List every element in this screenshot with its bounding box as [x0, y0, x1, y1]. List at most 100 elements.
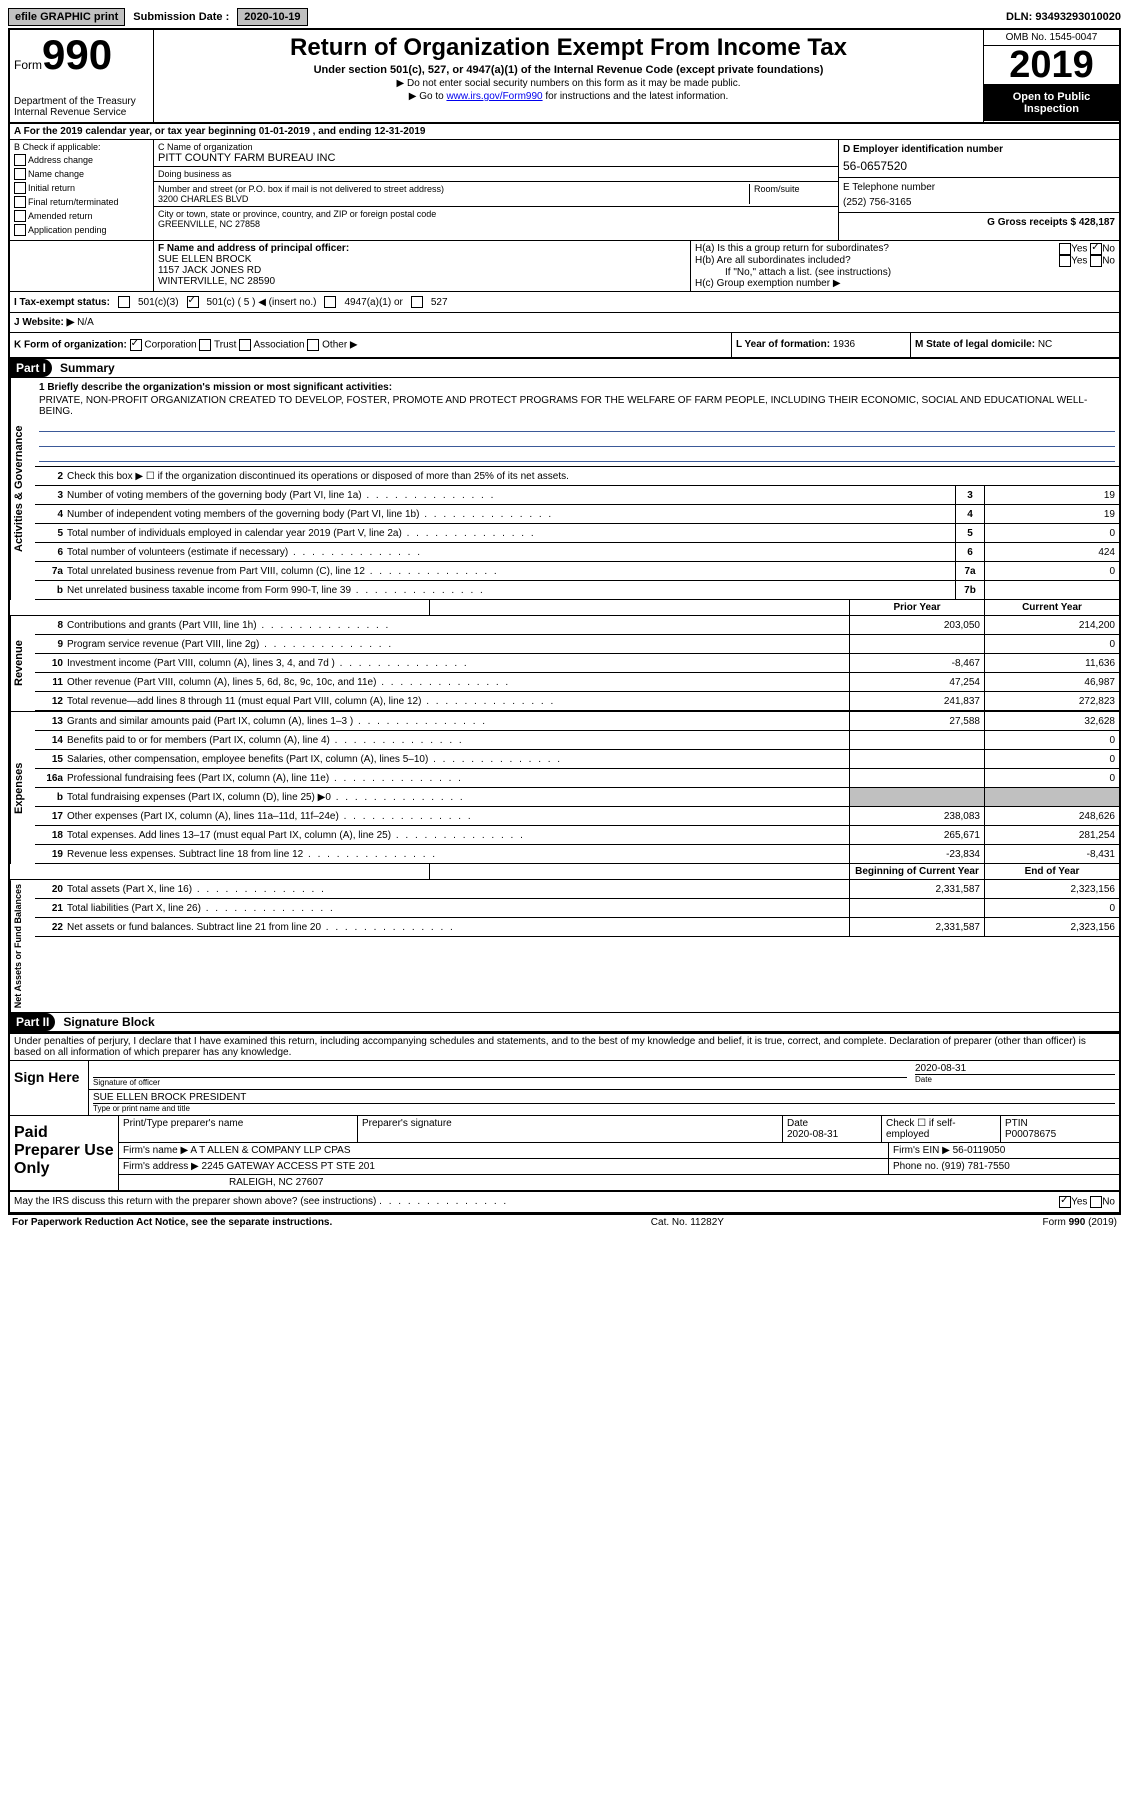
year-formed-label: L Year of formation:	[736, 339, 830, 350]
sub-label: Submission Date :	[129, 9, 233, 25]
end-year-header: End of Year	[984, 864, 1119, 879]
chk-501c[interactable]: 501(c) ( 5 ) ◀ (insert no.)	[207, 297, 317, 308]
chk-other[interactable]: Other ▶	[322, 340, 357, 351]
part2-badge: Part II	[10, 1013, 55, 1031]
instruction-2: ▶ Go to www.irs.gov/Form990 for instruct…	[158, 91, 979, 102]
mission-text: PRIVATE, NON-PROFIT ORGANIZATION CREATED…	[39, 395, 1115, 417]
right-col: D Employer identification number 56-0657…	[838, 140, 1119, 240]
form-org-row: K Form of organization: Corporation Trus…	[10, 333, 1119, 359]
discuss-text: May the IRS discuss this return with the…	[14, 1196, 376, 1207]
line2: 2 Check this box ▶ ☐ if the organization…	[35, 467, 1119, 486]
vlabel-netassets: Net Assets or Fund Balances	[10, 880, 35, 1012]
dept-treasury: Department of the Treasury	[14, 96, 149, 107]
domicile: NC	[1038, 339, 1052, 350]
line1-label: 1 Briefly describe the organization's mi…	[39, 382, 1115, 393]
sub-date: 2020-10-19	[237, 8, 307, 26]
prior-year-header: Prior Year	[849, 600, 984, 615]
officer-name: SUE ELLEN BROCK	[158, 254, 686, 265]
room-label: Room/suite	[749, 184, 834, 204]
top-bar: efile GRAPHIC print Submission Date : 20…	[8, 8, 1121, 26]
prior-current-header: Prior Year Current Year	[10, 600, 1119, 616]
form-title: Return of Organization Exempt From Incom…	[158, 34, 979, 62]
chk-trust[interactable]: Trust	[214, 340, 236, 351]
chk-initial[interactable]: Initial return	[28, 183, 75, 193]
ein-value: 56-0657520	[843, 159, 1115, 173]
chk-final[interactable]: Final return/terminated	[28, 197, 119, 207]
part2-header: Part II Signature Block	[10, 1012, 1119, 1032]
data-line: 14Benefits paid to or for members (Part …	[35, 731, 1119, 750]
city-value: GREENVILLE, NC 27858	[158, 219, 834, 229]
data-line: 15Salaries, other compensation, employee…	[35, 750, 1119, 769]
box-f: F Name and address of principal officer:…	[154, 241, 691, 291]
box-c: C Name of organization PITT COUNTY FARM …	[154, 140, 838, 240]
data-line: 11Other revenue (Part VIII, column (A), …	[35, 673, 1119, 692]
sign-here-label: Sign Here	[10, 1061, 89, 1115]
firm-ein: 56-0119050	[953, 1145, 1006, 1156]
dln: DLN: 93493293010020	[1006, 11, 1121, 23]
gov-line: 4Number of independent voting members of…	[35, 505, 1119, 524]
tax-status: I Tax-exempt status: 501(c)(3) 501(c) ( …	[10, 292, 1119, 313]
firm-name: A T ALLEN & COMPANY LLP CPAS	[190, 1145, 350, 1156]
chk-address[interactable]: Address change	[28, 155, 93, 165]
form-container: Form 990 Department of the Treasury Inte…	[8, 28, 1121, 1214]
gov-line: 6Total number of volunteers (estimate if…	[35, 543, 1119, 562]
current-year-header: Current Year	[984, 600, 1119, 615]
data-line: 17Other expenses (Part IX, column (A), l…	[35, 807, 1119, 826]
header-right: OMB No. 1545-0047 2019 Open to Public In…	[983, 30, 1119, 122]
chk-amended[interactable]: Amended return	[28, 211, 93, 221]
part1-header: Part I Summary	[10, 359, 1119, 378]
cat-no: Cat. No. 11282Y	[651, 1217, 724, 1228]
data-line: 21Total liabilities (Part X, line 26)0	[35, 899, 1119, 918]
data-line: 9Program service revenue (Part VIII, lin…	[35, 635, 1119, 654]
chk-assoc[interactable]: Association	[253, 340, 304, 351]
box-d: D Employer identification number 56-0657…	[839, 140, 1119, 177]
street-address: 3200 CHARLES BLVD	[158, 194, 749, 204]
instruction-1: ▶ Do not enter social security numbers o…	[158, 78, 979, 89]
hb-label: H(b) Are all subordinates included?	[695, 255, 851, 267]
prep-sig-label: Preparer's signature	[358, 1116, 783, 1142]
officer-row: F Name and address of principal officer:…	[10, 241, 1119, 292]
chk-name[interactable]: Name change	[28, 169, 84, 179]
header-center: Return of Organization Exempt From Incom…	[154, 30, 983, 122]
chk-527[interactable]: 527	[431, 297, 448, 308]
irs-link[interactable]: www.irs.gov/Form990	[446, 91, 542, 102]
chk-4947[interactable]: 4947(a)(1) or	[344, 297, 402, 308]
data-line: 19Revenue less expenses. Subtract line 1…	[35, 845, 1119, 864]
type-name-label: Type or print name and title	[93, 1104, 1115, 1113]
paid-preparer-label: Paid Preparer Use Only	[10, 1116, 119, 1190]
data-line: 18Total expenses. Add lines 13–17 (must …	[35, 826, 1119, 845]
vlabel-revenue: Revenue	[10, 616, 35, 711]
header: Form 990 Department of the Treasury Inte…	[10, 30, 1119, 124]
dept-irs: Internal Revenue Service	[14, 107, 149, 118]
ein-label: D Employer identification number	[843, 144, 1115, 155]
gov-line: bNet unrelated business taxable income f…	[35, 581, 1119, 600]
gov-section: Activities & Governance 1 Briefly descri…	[10, 378, 1119, 600]
efile-btn[interactable]: efile GRAPHIC print	[8, 8, 125, 26]
data-line: 10Investment income (Part VIII, column (…	[35, 654, 1119, 673]
firm-phone: (919) 781-7550	[941, 1161, 1009, 1172]
chk-501c3[interactable]: 501(c)(3)	[138, 297, 179, 308]
website-value: N/A	[77, 317, 94, 328]
chk-corp[interactable]: Corporation	[144, 340, 196, 351]
data-line: 8Contributions and grants (Part VIII, li…	[35, 616, 1119, 635]
addr-label: Number and street (or P.O. box if mail i…	[158, 184, 749, 194]
sig-date: 2020-08-31	[915, 1063, 1115, 1075]
phone-label: E Telephone number	[843, 182, 1115, 193]
hb-note: If "No," attach a list. (see instruction…	[695, 267, 1115, 278]
self-employed-check[interactable]: Check ☐ if self-employed	[882, 1116, 1001, 1142]
net-section: Net Assets or Fund Balances 20Total asse…	[10, 880, 1119, 1012]
form-ref: Form 990 (2019)	[1043, 1217, 1117, 1228]
officer-typed-name: SUE ELLEN BROCK PRESIDENT	[93, 1092, 1115, 1104]
form-org-label: K Form of organization:	[14, 340, 127, 351]
officer-label: F Name and address of principal officer:	[158, 243, 686, 254]
form-number: 990	[42, 34, 112, 76]
gov-line: 5Total number of individuals employed in…	[35, 524, 1119, 543]
discuss-row: May the IRS discuss this return with the…	[10, 1191, 1119, 1212]
org-name-label: C Name of organization	[158, 142, 834, 152]
org-name: PITT COUNTY FARM BUREAU INC	[158, 152, 834, 164]
exp-section: Expenses 13Grants and similar amounts pa…	[10, 711, 1119, 864]
domicile-label: M State of legal domicile:	[915, 339, 1035, 350]
chk-pending[interactable]: Application pending	[28, 225, 107, 235]
tax-status-label: I Tax-exempt status:	[14, 297, 110, 308]
data-line: 22Net assets or fund balances. Subtract …	[35, 918, 1119, 937]
